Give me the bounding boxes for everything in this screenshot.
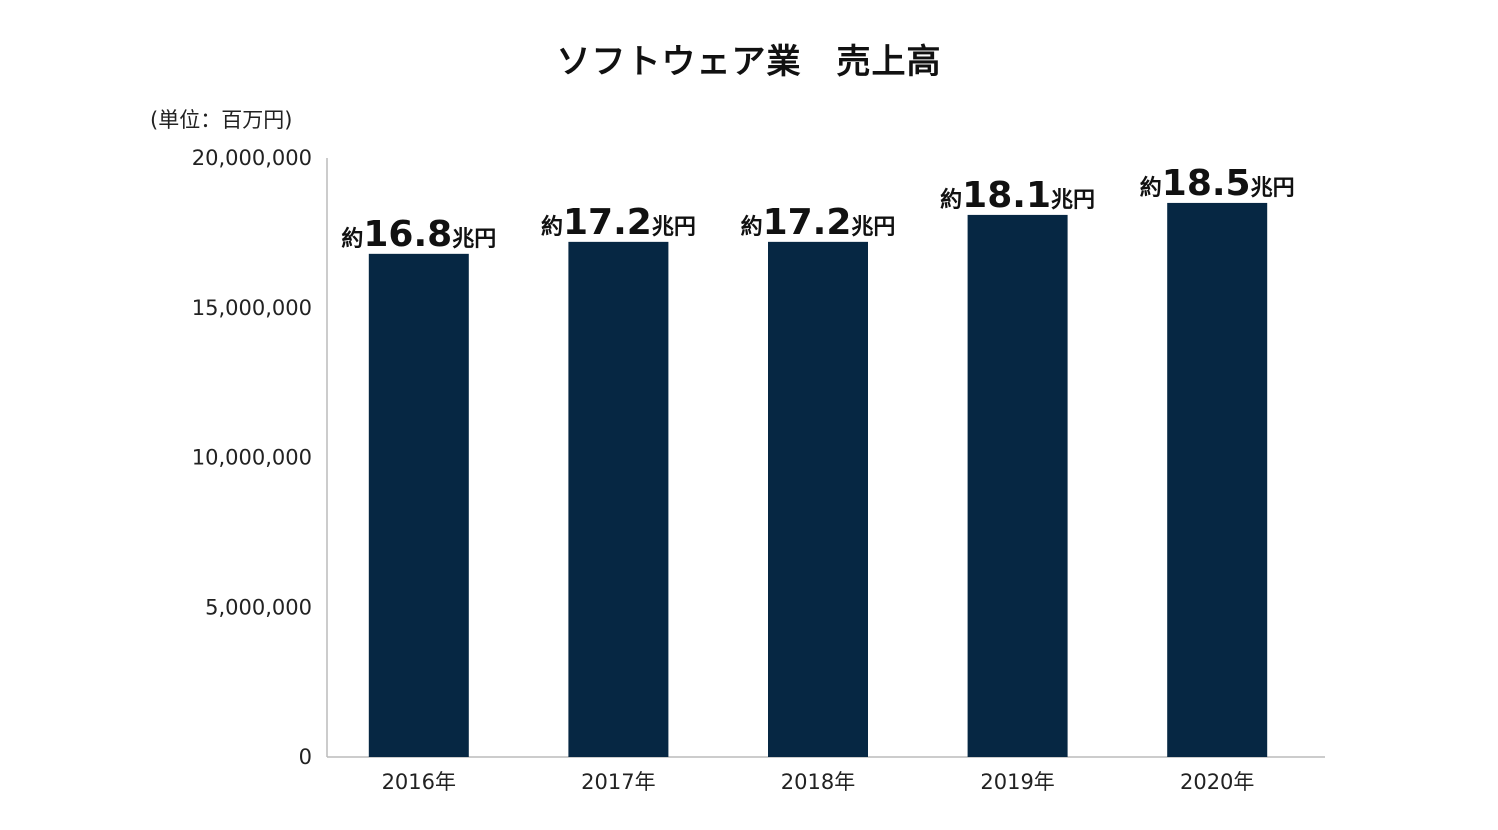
x-tick-label: 2018年 xyxy=(781,770,855,794)
data-labels: 約16.8兆円 約17.2兆円 約17.2兆円 約18.1兆円 約18.5兆円 xyxy=(341,163,1294,255)
x-tick-label: 2020年 xyxy=(1180,770,1254,794)
data-label: 約18.1兆円 xyxy=(940,175,1095,216)
y-tick-labels: 0 5,000,000 10,000,000 15,000,000 20,000,000 xyxy=(192,146,312,769)
x-tick-label: 2019年 xyxy=(980,770,1054,794)
bars xyxy=(368,202,1268,758)
y-tick-label: 5,000,000 xyxy=(205,595,312,619)
data-label: 約17.2兆円 xyxy=(741,202,896,243)
data-label: 約17.2兆円 xyxy=(541,202,696,243)
y-tick-label: 15,000,000 xyxy=(192,296,312,320)
unit-label: (単位：百万円) xyxy=(150,108,293,132)
y-tick-label: 20,000,000 xyxy=(192,146,312,170)
category-labels: 2016年 2017年 2018年 2019年 2020年 xyxy=(382,770,1255,794)
bar xyxy=(1167,202,1268,758)
x-tick-label: 2016年 xyxy=(382,770,456,794)
chart-title: ソフトウェア業 売上高 xyxy=(556,42,942,82)
bar xyxy=(967,214,1068,757)
data-label: 約16.8兆円 xyxy=(341,214,496,255)
x-tick-label: 2017年 xyxy=(581,770,655,794)
y-tick-label: 0 xyxy=(299,745,312,769)
y-tick-label: 10,000,000 xyxy=(192,446,312,470)
bar xyxy=(368,253,469,757)
data-label: 約18.5兆円 xyxy=(1140,163,1295,204)
bar xyxy=(768,241,868,758)
bar xyxy=(568,241,669,758)
